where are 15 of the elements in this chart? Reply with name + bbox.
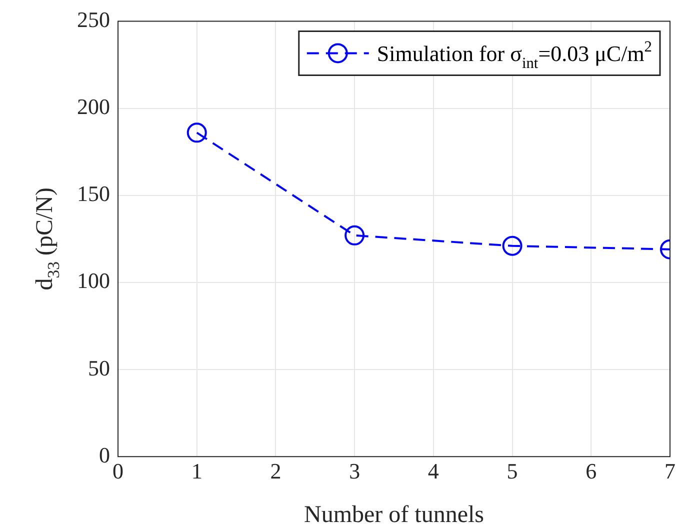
y-axis-title: d33 (pC/N) [32, 188, 64, 290]
y-tick-label: 100 [77, 268, 110, 294]
y-tick-label: 200 [77, 94, 110, 120]
x-tick-label: 6 [586, 458, 597, 484]
x-axis-title: Number of tunnels [304, 502, 484, 528]
y-tick-label: 50 [88, 355, 110, 380]
y-tick-label: 150 [77, 181, 110, 206]
y-tick-label: 0 [99, 442, 110, 468]
x-tick-label: 3 [349, 458, 360, 484]
y-tick-label: 250 [77, 6, 110, 32]
x-tick-label: 2 [270, 458, 282, 484]
x-tick-label: 5 [506, 458, 518, 484]
x-tick-label: 7 [664, 458, 676, 484]
x-tick-label: 4 [428, 458, 439, 484]
x-tick-label: 1 [191, 458, 202, 484]
